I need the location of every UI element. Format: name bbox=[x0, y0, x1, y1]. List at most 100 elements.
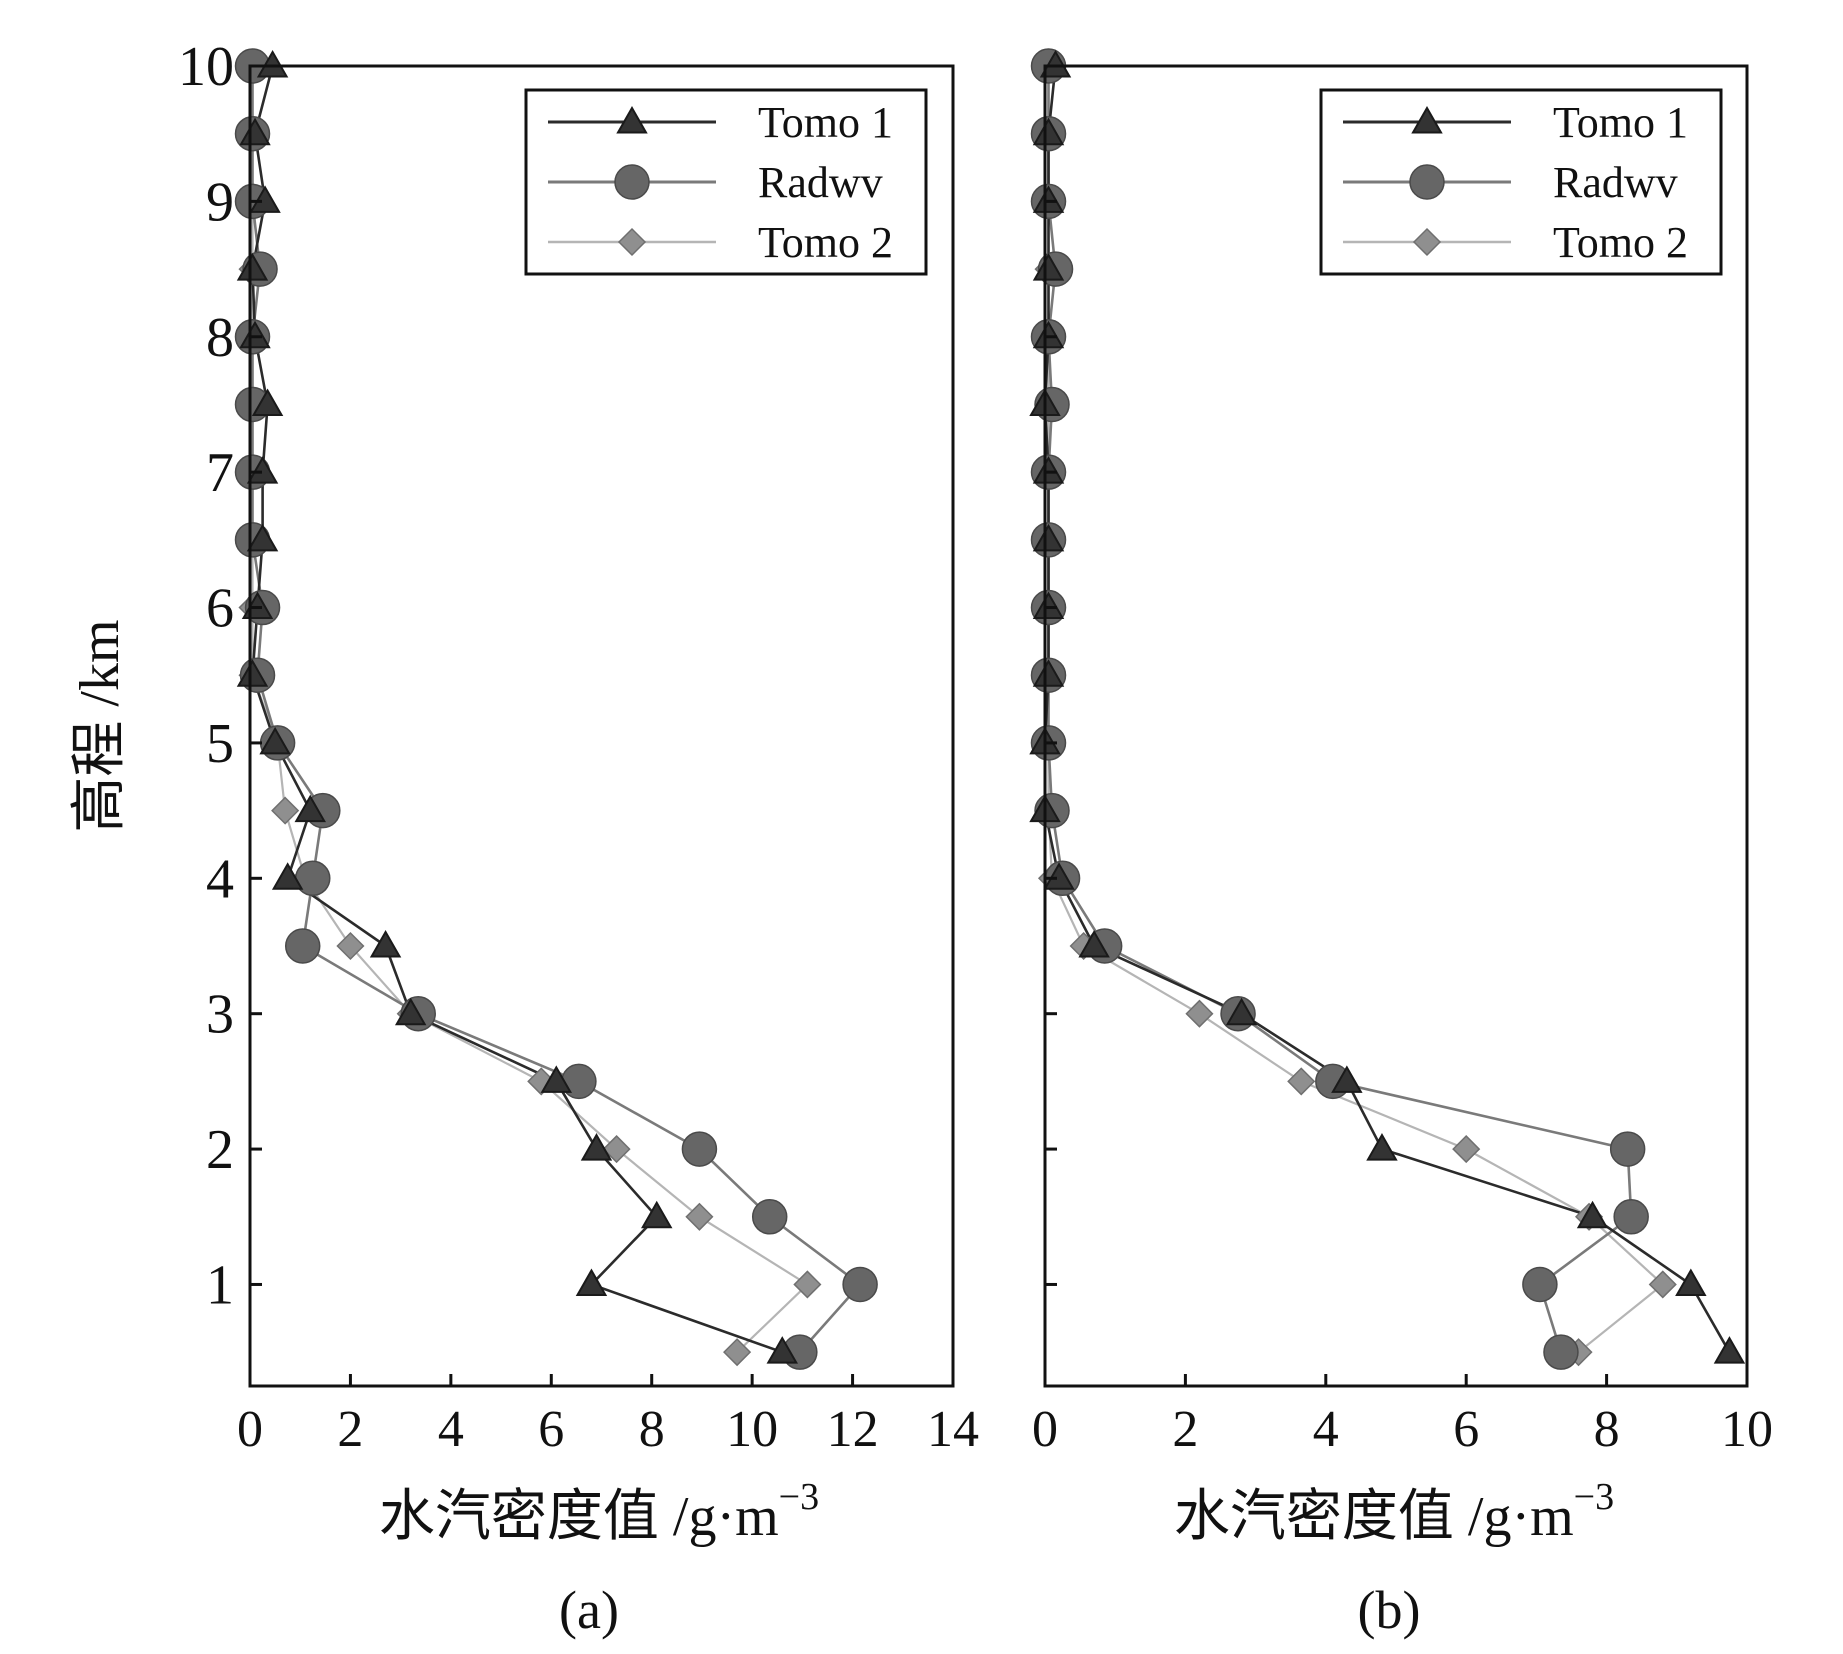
panel-b-series-0-point-13 bbox=[1078, 929, 1110, 958]
panel-b-label: (b) bbox=[1358, 1580, 1421, 1640]
panel-b-series-1-point-16 bbox=[1609, 1131, 1646, 1167]
panel-a-series-0-point-6 bbox=[246, 456, 279, 484]
panel-a-plot-frame bbox=[248, 64, 955, 1388]
panel-a-x-tick-label-5: 10 bbox=[726, 1401, 778, 1458]
panel-b-series-0-point-14 bbox=[1225, 997, 1258, 1026]
panel-b-series-0-point-6 bbox=[1032, 456, 1065, 484]
panel-b-x-ticks: 0 2 4 6 8 10 bbox=[1032, 1374, 1773, 1458]
panel-a-x-tick-label-4: 8 bbox=[639, 1401, 665, 1458]
panel-b-x-tick-label-2: 4 bbox=[1313, 1401, 1339, 1458]
panel-a-y-tick-label-0: 1 bbox=[206, 1254, 234, 1316]
panel-a-series-0-point-14 bbox=[394, 997, 427, 1026]
panel-a-x-ticks: 0 2 4 6 8 10 12 14 bbox=[237, 1374, 979, 1458]
panel-a-series-1-point-13 bbox=[284, 928, 321, 964]
panel-b-series-0-point-17 bbox=[1576, 1200, 1609, 1229]
panel-a-series-0-point-4 bbox=[239, 320, 271, 349]
panel-a-y-tick-label-1: 2 bbox=[206, 1119, 234, 1181]
panel-b-legend-marker-2 bbox=[1412, 227, 1442, 257]
panel-a-series-0-point-17 bbox=[641, 1200, 673, 1229]
panel-a-series-2-point-17 bbox=[685, 1202, 714, 1231]
panel-a-x-axis-title: 水汽密度值 /g·m−3 bbox=[379, 1476, 819, 1548]
panel-a-y-tick-label-8: 9 bbox=[206, 171, 234, 233]
panel-b-series-2-point-18 bbox=[1648, 1270, 1677, 1299]
panel-b-x-axis-title: 水汽密度值 /g·m−3 bbox=[1174, 1476, 1614, 1548]
panel-a-series-0-point-16 bbox=[580, 1133, 613, 1161]
panel-b-series-0-point-1 bbox=[1032, 117, 1065, 146]
panel-b-x-tick-label-5: 10 bbox=[1721, 1401, 1773, 1458]
panel-a-series-0-point-2 bbox=[249, 185, 281, 213]
panel-a-legend: Tomo 1 Radwv Tomo 2 bbox=[524, 88, 928, 276]
panel-a-x-tick-label-6: 12 bbox=[827, 1401, 879, 1458]
panel-a-series-1-point-16 bbox=[681, 1131, 718, 1167]
panel-b-legend-marker-0 bbox=[1411, 105, 1443, 134]
panel-a-y-tick-label-7: 8 bbox=[206, 307, 234, 369]
panel-a-legend-label-2: Tomo 2 bbox=[758, 218, 893, 267]
panel-a-series-0-point-7 bbox=[246, 523, 279, 552]
panel-b-series-1-point-18 bbox=[1522, 1266, 1558, 1303]
panel-b-y-ticks bbox=[1045, 64, 1057, 1286]
panel-a-x-tick-label-1: 2 bbox=[337, 1401, 363, 1458]
panel-b-series-0-point-8 bbox=[1032, 591, 1065, 620]
panel-a-series-2-point-18 bbox=[793, 1270, 822, 1299]
panel-a-y-ticks: 1 2 3 4 5 6 7 8 9 10 bbox=[178, 36, 262, 1316]
panel-b-x-axis-exponent: −3 bbox=[1574, 1476, 1614, 1518]
panel-a-legend-label-1: Radwv bbox=[758, 158, 883, 207]
panel-b-series-1-point-19 bbox=[1543, 1334, 1579, 1370]
panel-b-series-0-point-9 bbox=[1032, 659, 1065, 687]
panel-a-series-2-point-13 bbox=[336, 931, 365, 961]
panel-b-series-2-point-16 bbox=[1452, 1135, 1481, 1164]
panel-b-plot-frame bbox=[1043, 64, 1749, 1388]
panel-b-series-0-point-16 bbox=[1366, 1133, 1398, 1161]
panel-b-series-0-point-4 bbox=[1032, 320, 1065, 349]
panel-b-series-0-point-15 bbox=[1331, 1065, 1363, 1093]
panel-b-series-0-point-2 bbox=[1032, 185, 1065, 213]
panel-a-legend-label-0: Tomo 1 bbox=[758, 98, 893, 147]
panel-b-series-0-point-12 bbox=[1043, 862, 1075, 890]
panel-a-x-tick-label-2: 4 bbox=[438, 1401, 464, 1458]
panel-a-y-axis-title: 高程 /km bbox=[69, 619, 131, 832]
panel-b: 0 2 4 6 8 10 水汽密度值 /g·m−3 (b) Tomo 1RadwvTomo… bbox=[1029, 48, 1773, 1640]
panel-a-series-2-point-19 bbox=[723, 1338, 752, 1367]
panel-a-x-tick-label-3: 6 bbox=[538, 1401, 564, 1458]
panel-a-series-0-point-19 bbox=[766, 1336, 798, 1364]
panel-a-x-tick-label-7: 14 bbox=[927, 1401, 979, 1458]
panel-a-series-0-point-12 bbox=[271, 862, 304, 890]
panel-a-label: (a) bbox=[559, 1580, 619, 1640]
panel-b-x-tick-label-3: 6 bbox=[1453, 1401, 1479, 1458]
panel-b-x-tick-label-4: 8 bbox=[1594, 1401, 1620, 1458]
panel-a-series-1-point-17 bbox=[751, 1199, 788, 1235]
panel-b-series-1-point-17 bbox=[1613, 1199, 1649, 1235]
panel-a-legend-marker-0 bbox=[616, 105, 648, 134]
panel-b-series-0-point-0 bbox=[1039, 49, 1072, 78]
panel-b-series-0-point-18 bbox=[1675, 1268, 1707, 1296]
panel-b-series-0-point-3 bbox=[1032, 253, 1065, 281]
panel-a-y-tick-label-4: 5 bbox=[206, 713, 234, 775]
panel-a-x-tick-label-0: 0 bbox=[237, 1401, 263, 1458]
panel-a-series-0-point-18 bbox=[575, 1268, 608, 1296]
panel-a-y-tick-label-9: 10 bbox=[178, 36, 234, 98]
panel-a-legend-marker-1 bbox=[614, 164, 650, 200]
panel-a-series-0-point-0 bbox=[256, 49, 289, 78]
panel-a-series-2-point-16 bbox=[602, 1135, 631, 1164]
panel-a-series-0-point-1 bbox=[239, 117, 271, 146]
panel-a-series-2-point-11 bbox=[271, 796, 300, 825]
panel-a-series-0-point-15 bbox=[540, 1065, 573, 1093]
panel-b-x-tick-label-0: 0 bbox=[1032, 1401, 1058, 1458]
panel-a-series-0-point-3 bbox=[236, 253, 269, 281]
panel-b-legend-label-2: Tomo 2 bbox=[1553, 218, 1688, 267]
panel-a-series-0-point-9 bbox=[236, 659, 269, 687]
panel-a-series-1-point-12 bbox=[295, 860, 331, 897]
panel-b-series-2-point-15 bbox=[1287, 1067, 1316, 1096]
panel-a-legend-marker-2 bbox=[617, 227, 647, 257]
panel-b-legend: Tomo 1 Radwv Tomo 2 bbox=[1319, 88, 1723, 276]
panel-a-y-tick-label-3: 4 bbox=[206, 848, 234, 910]
panel-b-series-0-point-19 bbox=[1713, 1336, 1746, 1364]
panel-b-x-tick-label-1: 2 bbox=[1172, 1401, 1198, 1458]
panel-a-y-tick-label-6: 7 bbox=[206, 442, 234, 504]
panel-a-y-tick-label-5: 6 bbox=[206, 578, 234, 640]
panel-a-series-0-point-10 bbox=[259, 726, 291, 755]
panel-a-series-0-point-13 bbox=[369, 929, 402, 958]
panel-a-series-0-point-11 bbox=[294, 794, 326, 823]
